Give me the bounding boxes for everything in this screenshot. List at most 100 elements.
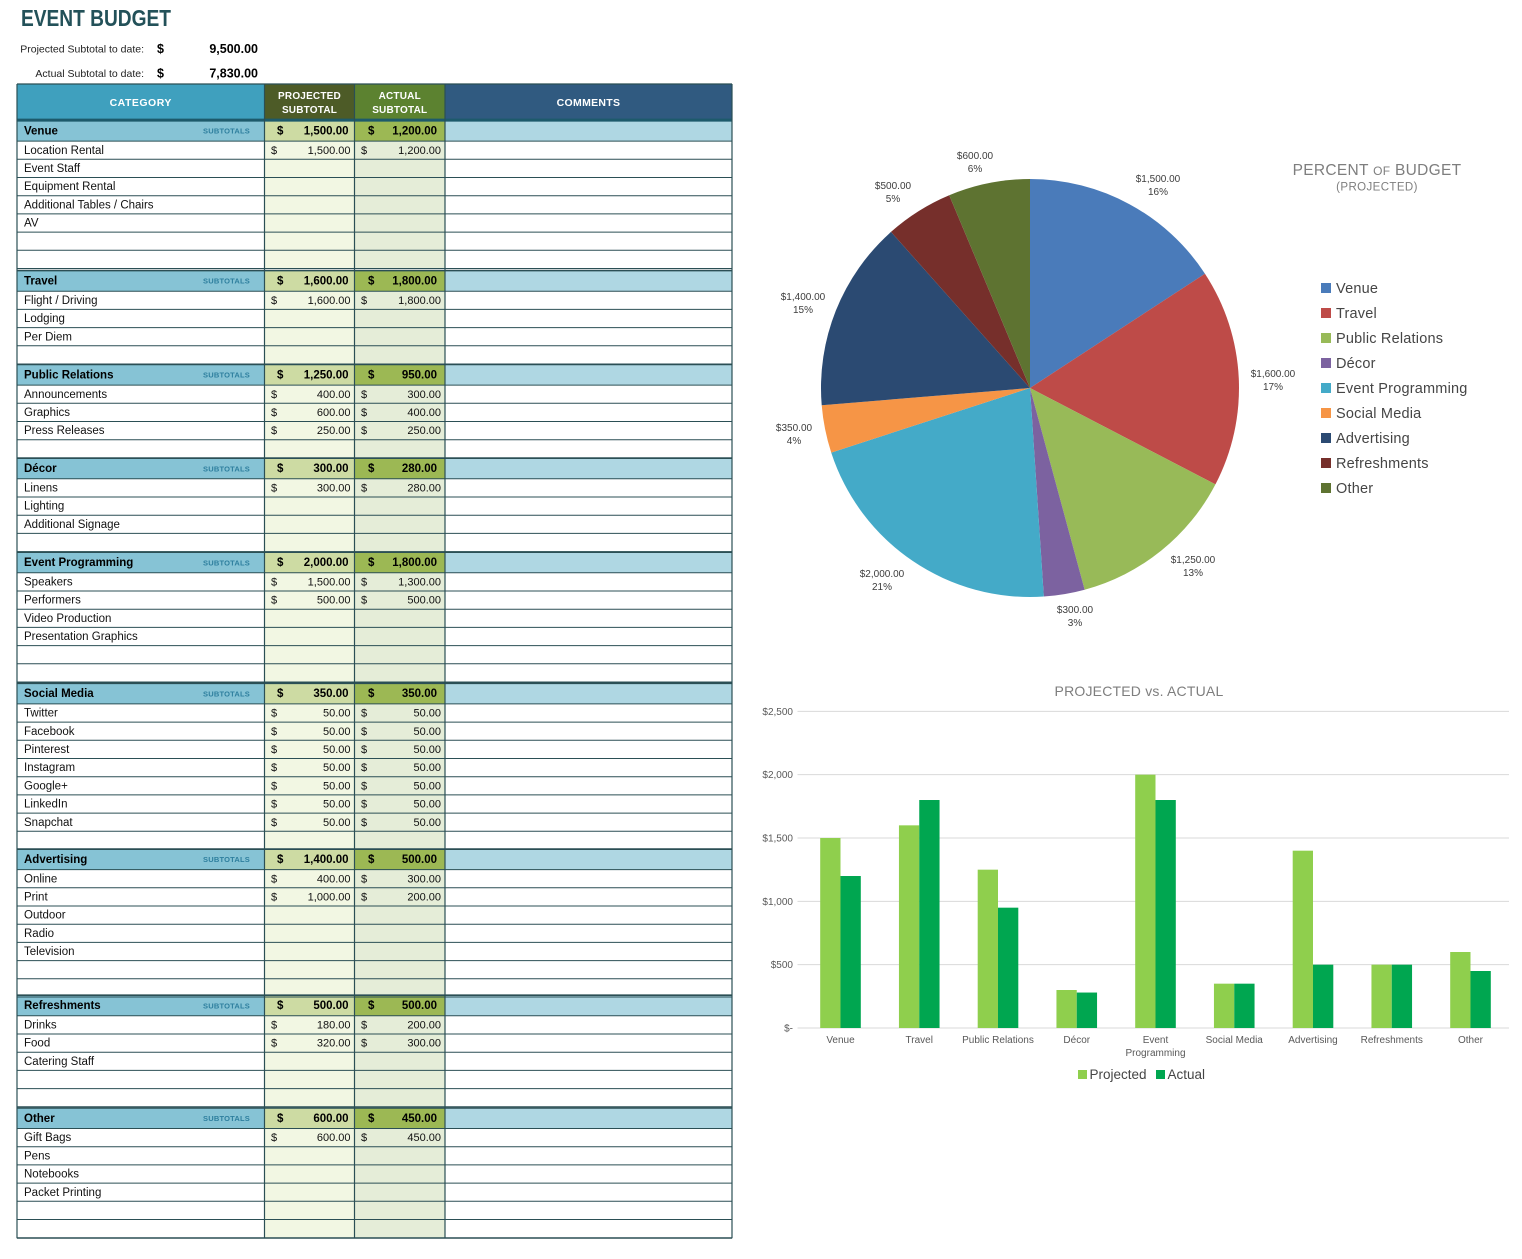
svg-text:21%: 21%: [872, 582, 892, 593]
svg-text:300.00: 300.00: [407, 873, 441, 885]
svg-text:$1,500.00: $1,500.00: [1136, 174, 1181, 185]
svg-text:Refreshments: Refreshments: [1361, 1035, 1423, 1046]
svg-text:$: $: [368, 557, 375, 569]
svg-text:SUBTOTALS: SUBTOTALS: [203, 277, 250, 286]
svg-text:50.00: 50.00: [413, 708, 441, 720]
svg-text:300.00: 300.00: [313, 463, 348, 475]
svg-text:Advertising: Advertising: [24, 854, 87, 866]
svg-text:PROJECTED vs. ACTUAL: PROJECTED vs. ACTUAL: [1055, 683, 1224, 699]
svg-text:$: $: [368, 463, 375, 475]
svg-text:50.00: 50.00: [413, 726, 441, 738]
svg-text:13%: 13%: [1183, 568, 1203, 579]
svg-text:250.00: 250.00: [407, 425, 441, 437]
svg-text:50.00: 50.00: [413, 817, 441, 829]
svg-text:Graphics: Graphics: [24, 407, 70, 419]
svg-text:EVENT BUDGET: EVENT BUDGET: [21, 5, 171, 31]
svg-text:$2,000: $2,000: [762, 770, 793, 781]
svg-text:$: $: [361, 389, 367, 401]
svg-text:Advertising: Advertising: [1336, 431, 1410, 447]
svg-text:50.00: 50.00: [323, 817, 351, 829]
svg-text:180.00: 180.00: [317, 1020, 351, 1032]
svg-text:SUBTOTAL: SUBTOTAL: [282, 105, 337, 116]
svg-text:$: $: [361, 780, 367, 792]
svg-text:200.00: 200.00: [407, 892, 441, 904]
svg-text:50.00: 50.00: [413, 799, 441, 811]
svg-text:Event Staff: Event Staff: [24, 163, 81, 175]
svg-text:Outdoor: Outdoor: [24, 910, 66, 922]
svg-text:1,200.00: 1,200.00: [392, 125, 437, 137]
svg-text:$: $: [271, 1020, 277, 1032]
svg-text:4%: 4%: [787, 436, 802, 447]
svg-text:15%: 15%: [793, 305, 813, 316]
svg-text:$: $: [277, 1000, 284, 1012]
svg-text:500.00: 500.00: [407, 595, 441, 607]
svg-text:$500.00: $500.00: [875, 181, 912, 192]
svg-text:$: $: [368, 1113, 375, 1125]
svg-text:PERCENT OF BUDGET: PERCENT OF BUDGET: [1293, 162, 1462, 179]
svg-text:Public Relations: Public Relations: [24, 369, 113, 381]
svg-text:600.00: 600.00: [317, 407, 351, 419]
svg-text:Location Rental: Location Rental: [24, 145, 104, 157]
svg-text:Other: Other: [24, 1113, 55, 1125]
svg-text:5%: 5%: [886, 194, 901, 205]
svg-text:Lighting: Lighting: [24, 501, 64, 513]
svg-text:Additional Tables / Chairs: Additional Tables / Chairs: [24, 199, 154, 211]
svg-text:7,830.00: 7,830.00: [209, 67, 258, 81]
svg-text:$: $: [277, 369, 284, 381]
svg-text:$500: $500: [771, 960, 794, 971]
svg-text:Event Programming: Event Programming: [24, 557, 133, 569]
svg-text:Video Production: Video Production: [24, 613, 111, 625]
svg-text:600.00: 600.00: [313, 1113, 348, 1125]
svg-text:Presentation Graphics: Presentation Graphics: [24, 631, 138, 643]
svg-text:Travel: Travel: [1336, 306, 1377, 322]
svg-text:450.00: 450.00: [407, 1132, 441, 1144]
svg-text:Per Diem: Per Diem: [24, 331, 72, 343]
svg-text:6%: 6%: [968, 164, 983, 175]
svg-text:Twitter: Twitter: [24, 708, 58, 720]
svg-text:Pinterest: Pinterest: [24, 744, 70, 756]
svg-text:SUBTOTAL: SUBTOTAL: [372, 105, 427, 116]
svg-text:$: $: [277, 276, 284, 288]
svg-text:400.00: 400.00: [317, 873, 351, 885]
svg-text:$: $: [361, 425, 367, 437]
svg-text:600.00: 600.00: [317, 1132, 351, 1144]
svg-text:ACTUAL: ACTUAL: [379, 91, 421, 102]
svg-text:Venue: Venue: [1336, 281, 1378, 297]
svg-text:$: $: [157, 67, 164, 81]
svg-text:$: $: [361, 762, 367, 774]
svg-text:$: $: [361, 483, 367, 495]
svg-text:50.00: 50.00: [323, 762, 351, 774]
svg-text:AV: AV: [24, 218, 39, 230]
svg-text:$: $: [271, 873, 277, 885]
svg-text:$: $: [361, 577, 367, 589]
svg-text:1,300.00: 1,300.00: [398, 577, 441, 589]
svg-text:Décor: Décor: [1063, 1035, 1090, 1046]
svg-text:300.00: 300.00: [407, 1038, 441, 1050]
svg-text:400.00: 400.00: [317, 389, 351, 401]
svg-text:$: $: [361, 1020, 367, 1032]
svg-text:CATEGORY: CATEGORY: [110, 97, 172, 109]
svg-text:$: $: [368, 369, 375, 381]
svg-text:50.00: 50.00: [413, 744, 441, 756]
svg-text:Travel: Travel: [906, 1035, 933, 1046]
svg-text:Google+: Google+: [24, 780, 68, 792]
svg-text:$: $: [271, 817, 277, 829]
svg-text:SUBTOTALS: SUBTOTALS: [203, 1001, 250, 1010]
svg-text:1,500.00: 1,500.00: [304, 125, 349, 137]
svg-text:50.00: 50.00: [323, 744, 351, 756]
svg-text:Event: Event: [1143, 1035, 1169, 1046]
svg-text:Packet Printing: Packet Printing: [24, 1187, 101, 1199]
svg-text:$: $: [368, 1000, 375, 1012]
svg-text:$: $: [361, 892, 367, 904]
svg-text:500.00: 500.00: [313, 1000, 348, 1012]
svg-text:Instagram: Instagram: [24, 762, 75, 774]
svg-text:$: $: [277, 854, 284, 866]
svg-text:$: $: [271, 1038, 277, 1050]
svg-text:$: $: [361, 145, 367, 157]
svg-text:$: $: [361, 744, 367, 756]
svg-text:$600.00: $600.00: [957, 151, 994, 162]
svg-text:2,000.00: 2,000.00: [304, 557, 349, 569]
svg-text:$: $: [271, 708, 277, 720]
svg-text:50.00: 50.00: [323, 780, 351, 792]
svg-text:$: $: [271, 407, 277, 419]
